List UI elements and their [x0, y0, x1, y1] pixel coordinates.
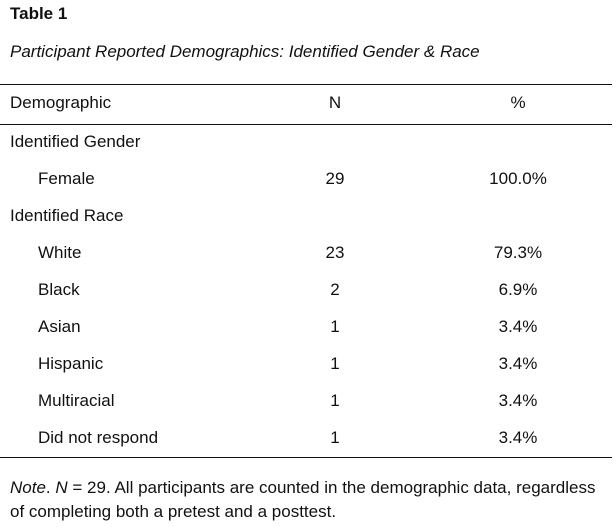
top-rule: [0, 84, 612, 85]
table-row: Identified Race: [0, 206, 612, 230]
row-label: Identified Race: [10, 206, 124, 225]
row-n: 1: [330, 391, 340, 410]
note-n-symbol: N: [55, 478, 68, 497]
row-label: Hispanic: [38, 354, 104, 373]
table-row: Did not respond 1 3.4%: [0, 428, 612, 452]
row-percent: 3.4%: [498, 354, 538, 373]
table-row: Black 2 6.9%: [0, 280, 612, 304]
table-row: Multiracial 1 3.4%: [0, 391, 612, 415]
row-percent: 100.0%: [489, 169, 547, 188]
row-n: 29: [325, 169, 345, 188]
row-label: Did not respond: [38, 428, 159, 447]
note-prefix: Note: [10, 478, 46, 497]
header-demographic: Demographic: [10, 93, 112, 112]
row-label: Multiracial: [38, 391, 115, 410]
header-percent: %: [510, 93, 526, 112]
header-row: Demographic N %: [0, 93, 612, 117]
row-percent: 3.4%: [498, 428, 538, 447]
row-n: 23: [325, 243, 345, 262]
table-row: Hispanic 1 3.4%: [0, 354, 612, 378]
table-note: Note. N = 29. All participants are count…: [10, 478, 596, 521]
row-label: White: [38, 243, 82, 262]
header-n: N: [328, 93, 342, 112]
row-label: Identified Gender: [10, 132, 141, 151]
row-percent: 79.3%: [493, 243, 543, 262]
row-percent: 3.4%: [498, 317, 538, 336]
row-label: Asian: [38, 317, 81, 336]
row-percent: 6.9%: [498, 280, 538, 299]
note-text: = 29. All participants are counted in th…: [10, 478, 596, 521]
table-label: Table 1: [10, 4, 68, 23]
table-row: Female 29 100.0%: [0, 169, 612, 193]
table-row: Identified Gender: [0, 132, 612, 156]
row-n: 1: [330, 354, 340, 373]
row-label: Female: [38, 169, 95, 188]
row-label: Black: [38, 280, 80, 299]
bottom-rule: [0, 457, 612, 458]
table-row: Asian 1 3.4%: [0, 317, 612, 341]
header-rule: [0, 124, 612, 125]
table-row: White 23 79.3%: [0, 243, 612, 267]
row-n: 1: [330, 428, 340, 447]
table-title: Participant Reported Demographics: Ident…: [10, 42, 480, 61]
row-n: 2: [330, 280, 340, 299]
row-percent: 3.4%: [498, 391, 538, 410]
row-n: 1: [330, 317, 340, 336]
